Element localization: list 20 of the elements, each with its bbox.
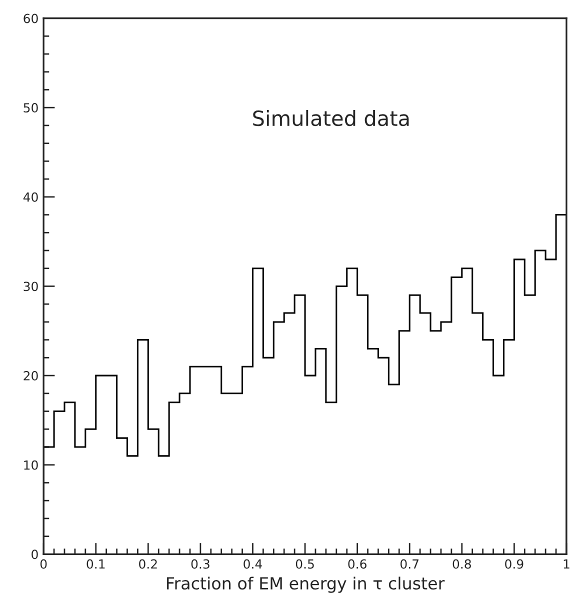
- y-tick-label: 20: [24, 371, 38, 380]
- x-tick-label: 0.6: [348, 559, 366, 569]
- x-tick-label: 0.2: [139, 559, 157, 569]
- x-tick-label: 0.4: [244, 559, 262, 569]
- x-tick-label: 0.5: [296, 559, 314, 569]
- x-tick-label: 0.8: [452, 559, 471, 569]
- y-tick-label: 50: [24, 103, 38, 113]
- x-tick-label: 0: [40, 559, 47, 569]
- y-tick-label: 10: [24, 460, 38, 470]
- x-tick-label: 0.3: [191, 559, 210, 569]
- y-tick-label: 0: [32, 550, 38, 560]
- y-tick-label: 40: [23, 192, 38, 202]
- x-tick-label: 0.7: [400, 559, 418, 569]
- x-tick-label: 0.9: [505, 559, 524, 569]
- y-tick-label: 60: [24, 14, 38, 24]
- annotation: Simulated data: [253, 110, 409, 126]
- x-tick-label: 0.1: [86, 559, 105, 569]
- x-tick-label: 1: [564, 559, 570, 569]
- x-axis-title: Fraction of EM energy in τ cluster: [167, 576, 445, 593]
- y-tick-label: 30: [24, 282, 38, 292]
